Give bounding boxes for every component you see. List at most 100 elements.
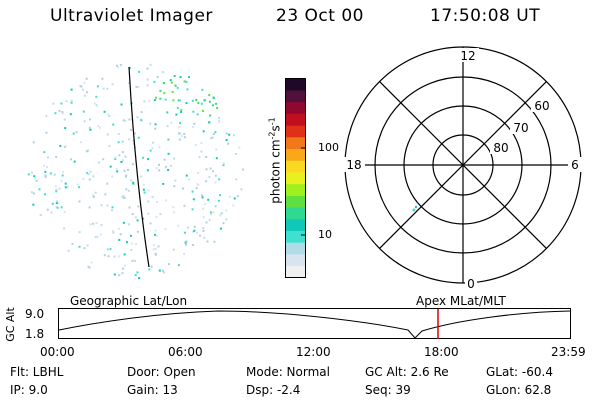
lat-label-60: 60 [534, 99, 549, 113]
emission-dot [151, 141, 154, 144]
emission-dot [191, 99, 194, 102]
emission-dot [171, 90, 174, 93]
emission-dot [43, 164, 46, 167]
emission-dot [93, 102, 96, 105]
emission-dot [177, 224, 180, 227]
altitude-timeline [58, 308, 571, 339]
emission-dot [89, 118, 92, 121]
emission-dot [215, 148, 218, 151]
emission-dot [200, 141, 203, 144]
time-readout: 17:50:08 UT [430, 6, 541, 26]
emission-dot [127, 189, 130, 192]
emission-dot [86, 91, 89, 94]
emission-dot [153, 80, 156, 83]
emission-dot [211, 136, 214, 139]
emission-dot [174, 84, 177, 87]
emission-dot [214, 181, 217, 184]
emission-dot [151, 195, 154, 198]
emission-dot [136, 219, 139, 222]
emission-dot [111, 206, 114, 209]
colorbar-cell [286, 160, 306, 173]
emission-dot [169, 79, 172, 82]
emission-dot [170, 121, 173, 124]
emission-dot [117, 255, 120, 258]
emission-dot [199, 234, 201, 237]
emission-dot [123, 264, 126, 267]
emission-dot [195, 187, 198, 190]
emission-dot [90, 261, 93, 264]
emission-dot [142, 184, 145, 186]
emission-dot [155, 234, 158, 237]
colorbar [285, 78, 306, 278]
emission-dot [34, 177, 36, 180]
emission-dot [135, 243, 137, 246]
emission-dot [187, 226, 189, 229]
emission-dot [30, 171, 33, 174]
emission-speck [414, 205, 418, 209]
emission-dot [208, 121, 211, 124]
emission-dot [46, 166, 48, 168]
emission-dot [55, 190, 58, 193]
emission-dot [218, 178, 221, 181]
emission-dot [205, 180, 208, 183]
emission-dot [70, 101, 73, 104]
emission-dot [83, 247, 86, 250]
emission-dot [209, 167, 212, 170]
colorbar-cell [286, 125, 306, 138]
emission-dot [198, 156, 201, 159]
emission-dot [72, 132, 75, 135]
emission-dot [63, 227, 66, 230]
emission-dot [207, 198, 210, 201]
emission-dot [92, 222, 95, 225]
colorbar-cell [286, 218, 306, 231]
emission-dot [100, 233, 102, 236]
emission-dot [79, 85, 82, 88]
emission-dot [60, 102, 63, 105]
emission-dot [202, 130, 205, 133]
emission-dot [109, 248, 112, 251]
emission-dot [78, 200, 81, 203]
emission-dot [126, 241, 128, 244]
emission-dot [183, 133, 186, 136]
y-axis-label: GC Alt [3, 307, 17, 342]
emission-dot [212, 170, 215, 173]
emission-dot [143, 100, 146, 103]
emission-dot [133, 132, 136, 135]
emission-dot [191, 208, 194, 211]
emission-dot [185, 174, 188, 177]
emission-dot [128, 206, 131, 209]
emission-dot [136, 271, 139, 274]
emission-dot [192, 198, 195, 201]
emission-dot [180, 109, 183, 112]
emission-dot [64, 186, 67, 189]
emission-dot [209, 211, 212, 214]
emission-dot [131, 213, 134, 216]
emission-dot [85, 77, 88, 80]
colorbar-cell [286, 78, 306, 91]
emission-dot [113, 255, 116, 258]
emission-dot [138, 277, 141, 279]
emission-dot [173, 157, 176, 160]
emission-dot [209, 114, 212, 117]
emission-dot [63, 118, 66, 121]
emission-dot [173, 75, 176, 77]
emission-dot [205, 168, 208, 171]
emission-dot [114, 156, 117, 159]
emission-dot [57, 202, 60, 205]
emission-dot [185, 240, 188, 243]
emission-dot [179, 121, 182, 124]
emission-dot [162, 71, 165, 74]
emission-dot [166, 111, 169, 114]
emission-dot [103, 110, 106, 113]
emission-dot [95, 95, 98, 98]
emission-dot [197, 172, 200, 175]
emission-dot [69, 113, 72, 116]
emission-dot [208, 175, 211, 178]
emission-dot [147, 200, 150, 203]
x-tick-1800: 18:00 [424, 345, 459, 359]
emission-dot [131, 259, 134, 262]
filter-readout: Flt: LBHL [10, 365, 64, 379]
glat-readout: GLat: -60.4 [486, 365, 553, 379]
colorbar-cell [286, 183, 306, 196]
emission-dot [117, 227, 120, 230]
